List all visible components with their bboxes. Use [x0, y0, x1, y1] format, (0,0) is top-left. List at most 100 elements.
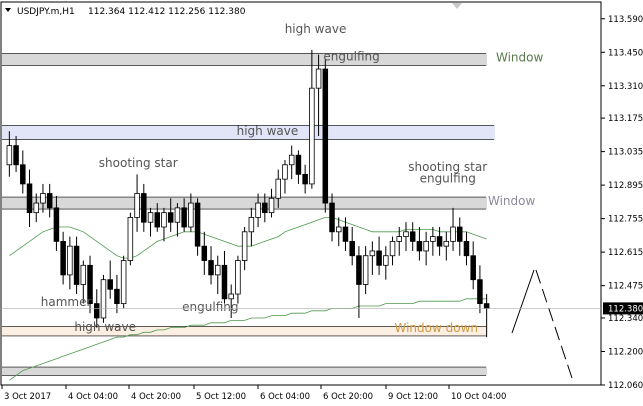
x-tick-label: 4 Oct 20:00 [131, 392, 181, 402]
candle-body [295, 154, 302, 175]
pattern-annotation: high wave [285, 22, 347, 36]
scroll-marker-icon[interactable] [452, 3, 462, 9]
pattern-annotation: shooting star [408, 160, 487, 174]
candle-body [302, 173, 308, 185]
candle-body [114, 288, 120, 305]
x-tick-label: 4 Oct 04:00 [68, 392, 118, 402]
candle [403, 222, 409, 251]
candle-body [120, 260, 127, 305]
candle [255, 193, 261, 228]
dropdown-triangle-icon[interactable] [5, 8, 11, 12]
candle-body [107, 279, 113, 290]
candle-body [87, 264, 93, 305]
candle [127, 212, 134, 266]
candle-body [268, 197, 275, 214]
x-tick-label: 5 Oct 12:00 [196, 392, 246, 402]
candle-body [154, 212, 161, 228]
projection-down [535, 269, 573, 379]
candles-layer [6, 49, 490, 338]
y-tick-label: 112.340 [608, 314, 643, 324]
candle-body [463, 240, 470, 257]
pattern-annotation: high wave [74, 320, 136, 334]
candle [228, 284, 234, 318]
candle-body [396, 236, 403, 242]
candle [53, 195, 60, 251]
candle-body [167, 212, 174, 223]
candle [315, 54, 322, 137]
candle-body [46, 193, 53, 209]
y-tick-label: 112.060 [608, 381, 643, 391]
ohlc-label: 112.364 112.412 112.256 112.380 [88, 7, 246, 17]
candle-body [430, 236, 436, 242]
candle [416, 227, 423, 261]
candle [26, 169, 33, 228]
candle-body [194, 202, 201, 247]
candle [73, 236, 80, 295]
x-tick-label: 6 Oct 04:00 [260, 392, 310, 402]
candle [167, 198, 174, 232]
candle-body [6, 145, 13, 166]
candle [80, 260, 87, 304]
candle [322, 59, 329, 213]
candle [147, 207, 154, 237]
candle [409, 222, 416, 251]
candle-body [33, 202, 40, 214]
candle [141, 183, 147, 232]
zone-band [2, 367, 487, 376]
candle-body [349, 240, 355, 257]
candle [470, 241, 476, 290]
candle [376, 236, 382, 275]
candle [60, 231, 66, 285]
candle-body [329, 202, 335, 233]
candle [46, 183, 53, 218]
candle-body [228, 293, 234, 300]
candle [295, 150, 302, 184]
candle [282, 159, 288, 194]
candle [40, 183, 46, 213]
candle-body [13, 145, 19, 166]
y-tick-label: 113.590 [608, 15, 643, 25]
candle [174, 203, 181, 237]
candle-body [255, 202, 261, 218]
projection-lines [511, 269, 573, 379]
candle [20, 150, 26, 194]
candle-body [134, 193, 140, 218]
x-tick-label: 10 Oct 04:00 [451, 392, 506, 402]
current-price-label: 112.380 [608, 304, 643, 314]
candle [329, 193, 335, 242]
candle [396, 227, 403, 256]
candle [221, 250, 228, 304]
candle [6, 131, 13, 177]
candle-body [477, 279, 483, 305]
candle-body [315, 68, 322, 89]
candle [369, 241, 376, 275]
candle [383, 246, 389, 280]
candle [214, 255, 221, 295]
candle-body [181, 207, 187, 228]
annotations-layer: high wave engulfing high wave shooting star… [41, 22, 487, 334]
pattern-annotation: high wave [237, 124, 299, 138]
candle-body [335, 226, 342, 233]
ma-fast-line [9, 216, 487, 259]
moving-averages-layer [9, 216, 487, 381]
candle-body [369, 250, 376, 257]
candle [450, 207, 456, 251]
candle [342, 217, 349, 251]
candle-body [208, 260, 214, 276]
candle [423, 231, 429, 266]
time-axis: 3 Oct 2017 4 Oct 04:00 4 Oct 20:00 5 Oct 12… [1, 385, 506, 402]
candle [188, 193, 194, 232]
candle-body [483, 303, 490, 309]
pattern-annotation: hammer [41, 295, 92, 309]
candle [262, 193, 268, 223]
candle [87, 255, 93, 314]
candle-body [40, 193, 46, 204]
candle [443, 231, 450, 261]
candle [302, 164, 308, 194]
candle-body [53, 207, 60, 242]
candle [194, 198, 201, 256]
candle [134, 174, 140, 232]
candle [275, 169, 282, 208]
zone-label: Window [488, 194, 536, 208]
